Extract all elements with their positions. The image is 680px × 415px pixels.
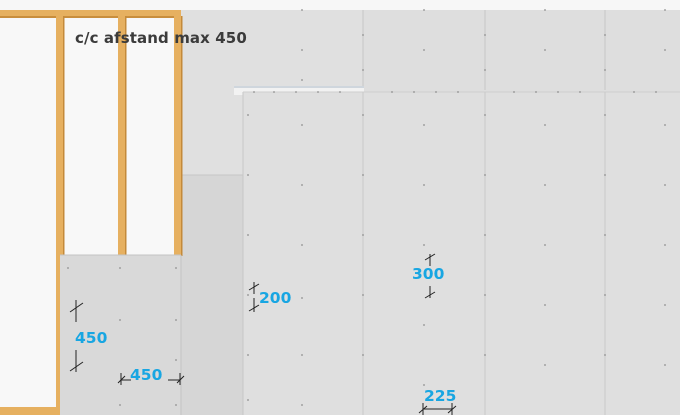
ceiling-band (0, 0, 680, 10)
dimension-label-450-horizontal: 450 (130, 366, 163, 384)
diagram-heading: c/c afstand max 450 (75, 29, 247, 47)
dimension-label-200: 200 (259, 289, 292, 307)
dimension-ticks (69, 253, 457, 415)
dimension-label-450-vertical: 450 (75, 329, 108, 347)
lower-left-board (60, 255, 181, 415)
rear-board-lower-left (181, 175, 243, 415)
dimension-label-225: 225 (424, 387, 457, 405)
front-board-panel (234, 86, 680, 415)
dimension-label-300: 300 (412, 265, 445, 283)
screw-dots (67, 9, 666, 406)
